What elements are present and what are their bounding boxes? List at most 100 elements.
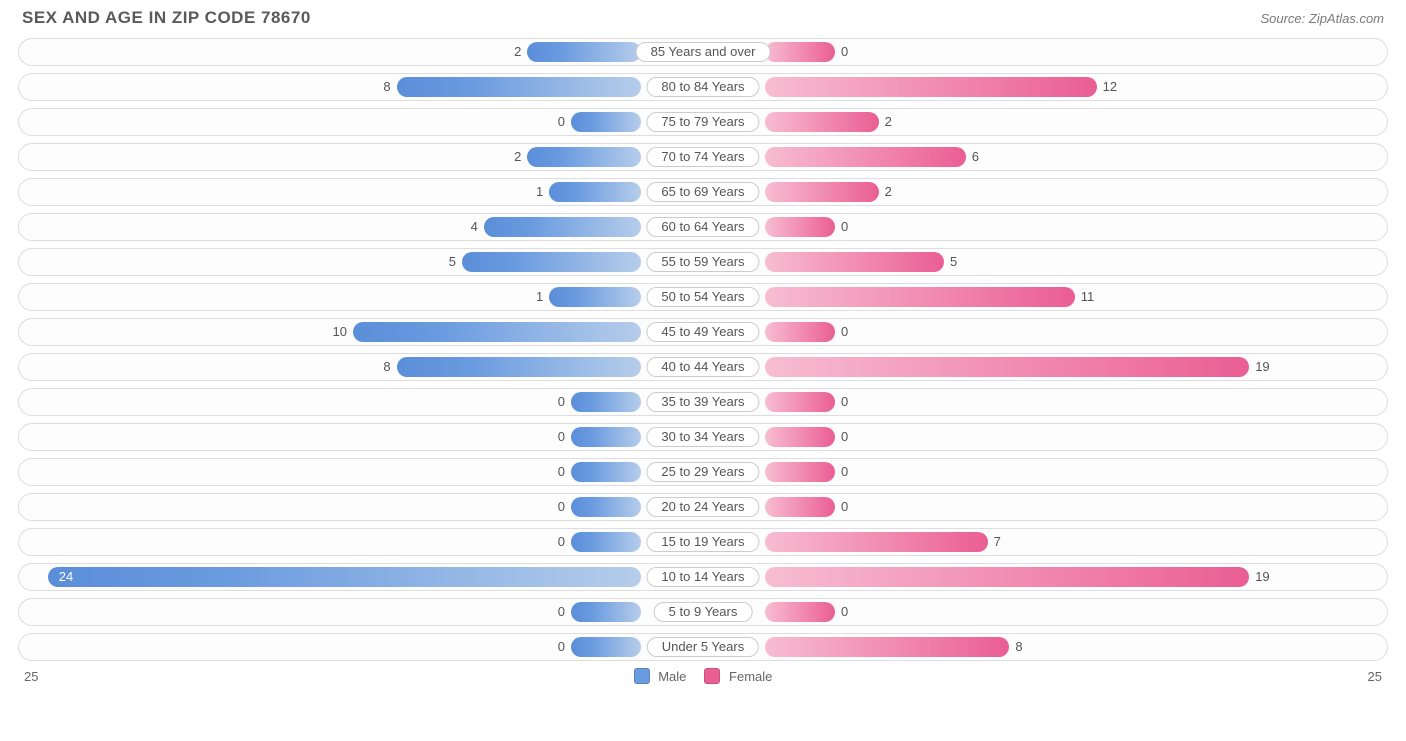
age-category-pill: 50 to 54 Years	[646, 287, 759, 307]
swatch-male-icon	[634, 668, 650, 684]
age-category-pill: 60 to 64 Years	[646, 217, 759, 237]
female-value: 6	[972, 144, 979, 170]
age-row: 1 2 65 to 69 Years	[18, 178, 1388, 206]
female-bar	[765, 217, 835, 237]
male-bar	[571, 637, 641, 657]
age-row: 0 7 15 to 19 Years	[18, 528, 1388, 556]
age-row: 11150 to 54 Years	[18, 283, 1388, 311]
male-value: 1	[536, 179, 543, 205]
female-bar	[765, 182, 879, 202]
male-value: 8	[383, 354, 390, 380]
female-bar	[765, 497, 835, 517]
female-value: 2	[885, 109, 892, 135]
age-category-pill: 55 to 59 Years	[646, 252, 759, 272]
age-row: 0 2 75 to 79 Years	[18, 108, 1388, 136]
male-value: 0	[558, 109, 565, 135]
age-category-pill: 15 to 19 Years	[646, 532, 759, 552]
male-value: 0	[558, 424, 565, 450]
female-value: 0	[841, 494, 848, 520]
female-value: 11	[1081, 284, 1095, 310]
age-row: 8 12 80 to 84 Years	[18, 73, 1388, 101]
female-value: 12	[1103, 74, 1117, 100]
female-bar	[765, 42, 835, 62]
female-bar	[765, 427, 835, 447]
legend-male-label: Male	[658, 669, 686, 684]
male-value: 0	[558, 529, 565, 555]
male-bar	[549, 182, 641, 202]
female-bar	[765, 322, 835, 342]
age-category-pill: 35 to 39 Years	[646, 392, 759, 412]
axis-max-left: 25	[24, 669, 38, 684]
male-bar	[48, 567, 641, 587]
male-bar	[353, 322, 641, 342]
female-bar	[765, 567, 1249, 587]
female-value: 2	[885, 179, 892, 205]
age-category-pill: 40 to 44 Years	[646, 357, 759, 377]
female-value: 0	[841, 319, 848, 345]
male-bar	[571, 532, 641, 552]
male-bar	[571, 427, 641, 447]
male-bar	[484, 217, 641, 237]
age-row: 241910 to 14 Years	[18, 563, 1388, 591]
age-category-pill: 45 to 49 Years	[646, 322, 759, 342]
age-category-pill: 25 to 29 Years	[646, 462, 759, 482]
age-category-pill: 70 to 74 Years	[646, 147, 759, 167]
legend-item-female: Female	[704, 668, 772, 684]
age-category-pill: 65 to 69 Years	[646, 182, 759, 202]
female-bar	[765, 252, 944, 272]
female-bar	[765, 532, 988, 552]
male-bar	[571, 497, 641, 517]
age-row: 0 8 Under 5 Years	[18, 633, 1388, 661]
age-category-pill: 5 to 9 Years	[654, 602, 753, 622]
female-value: 0	[841, 389, 848, 415]
female-value: 7	[994, 529, 1001, 555]
age-row: 0030 to 34 Years	[18, 423, 1388, 451]
male-bar	[571, 112, 641, 132]
male-bar	[397, 357, 641, 377]
female-value: 0	[841, 214, 848, 240]
female-bar	[765, 112, 879, 132]
male-value: 0	[558, 494, 565, 520]
female-bar	[765, 602, 835, 622]
male-bar	[527, 42, 641, 62]
legend-item-male: Male	[634, 668, 687, 684]
male-bar	[527, 147, 641, 167]
male-bar	[549, 287, 641, 307]
male-value: 8	[383, 74, 390, 100]
female-value: 5	[950, 249, 957, 275]
female-value: 0	[841, 39, 848, 65]
age-row: 0 0 20 to 24 Years	[18, 493, 1388, 521]
age-row: 81940 to 44 Years	[18, 353, 1388, 381]
male-value: 2	[514, 144, 521, 170]
axis-max-right: 25	[1368, 669, 1382, 684]
chart-header: SEX AND AGE IN ZIP CODE 78670 Source: Zi…	[18, 8, 1388, 28]
male-value: 4	[471, 214, 478, 240]
female-bar	[765, 287, 1075, 307]
male-value: 0	[558, 599, 565, 625]
swatch-female-icon	[704, 668, 720, 684]
female-bar	[765, 147, 966, 167]
male-bar	[571, 392, 641, 412]
age-row: 2085 Years and over	[18, 38, 1388, 66]
age-category-pill: Under 5 Years	[647, 637, 759, 657]
age-row: 0035 to 39 Years	[18, 388, 1388, 416]
age-row: 005 to 9 Years	[18, 598, 1388, 626]
population-pyramid-chart: 2085 Years and over81280 to 84 Years0275…	[18, 38, 1388, 661]
female-bar	[765, 77, 1097, 97]
age-category-pill: 20 to 24 Years	[646, 497, 759, 517]
female-value: 0	[841, 459, 848, 485]
male-value: 0	[558, 459, 565, 485]
age-category-pill: 30 to 34 Years	[646, 427, 759, 447]
female-value: 8	[1015, 634, 1022, 660]
age-row: 10045 to 49 Years	[18, 318, 1388, 346]
chart-title: SEX AND AGE IN ZIP CODE 78670	[22, 8, 311, 28]
male-bar	[571, 462, 641, 482]
age-category-pill: 80 to 84 Years	[646, 77, 759, 97]
age-category-pill: 75 to 79 Years	[646, 112, 759, 132]
male-value: 0	[558, 634, 565, 660]
age-row: 0 0 25 to 29 Years	[18, 458, 1388, 486]
chart-source: Source: ZipAtlas.com	[1260, 11, 1384, 26]
female-bar	[765, 462, 835, 482]
age-row: 5555 to 59 Years	[18, 248, 1388, 276]
age-row: 4 0 60 to 64 Years	[18, 213, 1388, 241]
